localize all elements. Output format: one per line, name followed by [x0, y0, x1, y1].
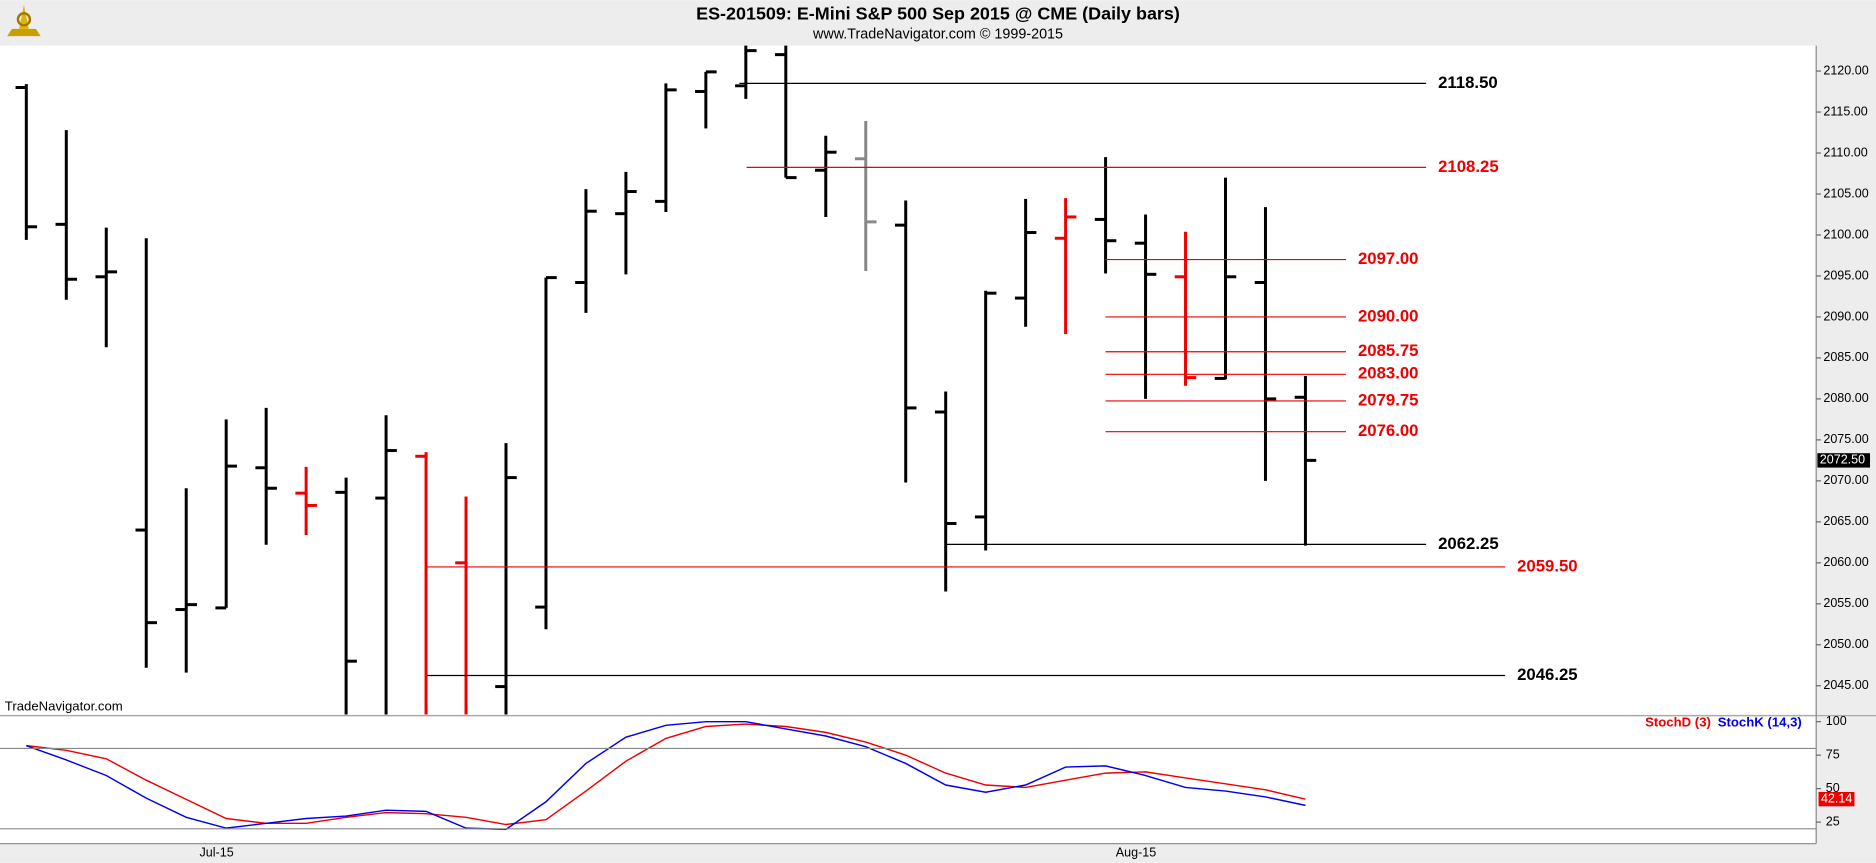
stoch-tick-label: 100 [1826, 714, 1847, 728]
y-tick-label: 2085.00 [1823, 350, 1868, 364]
level-label: 2062.25 [1438, 534, 1499, 553]
last-value-label: 42.14 [1821, 791, 1852, 805]
stoch-line [26, 723, 1306, 826]
y-tick-label: 2120.00 [1823, 63, 1868, 77]
stoch-tick-label: 50 [1826, 781, 1840, 795]
last-price-box [1817, 453, 1871, 468]
logo [7, 4, 41, 37]
y-tick-label: 2110.00 [1823, 145, 1867, 159]
stoch-pane [0, 716, 1817, 844]
y-tick-label: 2080.00 [1823, 391, 1868, 405]
price-pane [0, 45, 1817, 715]
legend-entry: StochK (14,3) [1718, 714, 1802, 729]
level-label: 2059.50 [1517, 556, 1578, 575]
y-tick-label: 2045.00 [1823, 678, 1868, 692]
title: ES-201509: E-Mini S&P 500 Sep 2015 @ CME… [696, 3, 1180, 23]
level-label: 2108.25 [1438, 157, 1499, 176]
level-label: 2097.00 [1358, 249, 1419, 268]
last-value-box [1818, 791, 1855, 807]
last-price-label: 2072.50 [1820, 453, 1865, 467]
y-tick-label: 2105.00 [1823, 186, 1868, 200]
y-tick-label: 2070.00 [1823, 473, 1868, 487]
y-tick-label: 2055.00 [1823, 596, 1868, 610]
y-tick-label: 2060.00 [1823, 555, 1868, 569]
y-tick-label: 2050.00 [1823, 637, 1868, 651]
y-tick-label: 2095.00 [1823, 268, 1868, 282]
stoch-tick-label: 25 [1826, 814, 1840, 828]
x-tick-label: Jul-15 [200, 846, 234, 860]
level-label: 2090.00 [1358, 306, 1419, 325]
level-label: 2046.25 [1517, 665, 1578, 684]
stoch-line [26, 720, 1306, 831]
y-tick-label: 2075.00 [1823, 432, 1868, 446]
x-tick-label: Aug-15 [1116, 846, 1156, 860]
level-label: 2083.00 [1358, 364, 1419, 383]
subtitle: www.TradeNavigator.com © 1999-2015 [812, 27, 1063, 43]
y-tick-label: 2100.00 [1823, 227, 1868, 241]
level-label: 2076.00 [1358, 421, 1419, 440]
y-tick-label: 2090.00 [1823, 309, 1868, 323]
level-label: 2085.75 [1358, 341, 1419, 360]
level-label: 2118.50 [1438, 73, 1498, 92]
level-label: 2079.75 [1358, 390, 1419, 409]
legend-entry: StochD (3) [1645, 714, 1711, 729]
y-tick-label: 2065.00 [1823, 514, 1868, 528]
stoch-tick-label: 75 [1826, 747, 1840, 761]
y-tick-label: 2115.00 [1823, 104, 1867, 118]
watermark: TradeNavigator.com [5, 699, 123, 714]
